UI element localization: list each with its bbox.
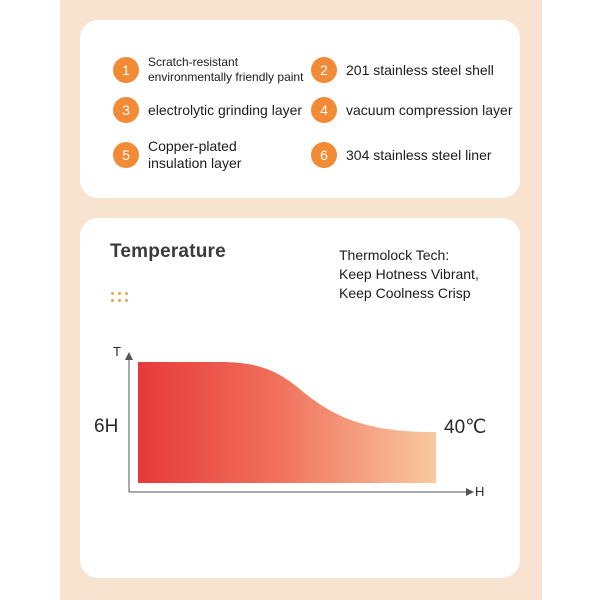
feature-label: Copper-plated insulation layer: [148, 138, 242, 171]
feature-number-badge: 6: [311, 142, 337, 168]
features-card: [80, 20, 520, 198]
feature-number-badge: 2: [311, 57, 337, 83]
feature-item-6: 6 304 stainless steel liner: [311, 142, 492, 168]
feature-number-badge: 3: [113, 97, 139, 123]
dot-grid-icon: [111, 292, 133, 306]
feature-number-badge: 5: [113, 142, 139, 168]
feature-label: 201 stainless steel shell: [346, 61, 494, 78]
feature-number-badge: 1: [113, 57, 139, 83]
y-axis-label: T: [113, 344, 121, 359]
feature-number-badge: 4: [311, 97, 337, 123]
y-axis-arrow: [125, 352, 133, 360]
x-axis-arrow: [466, 488, 474, 496]
feature-item-4: 4 vacuum compression layer: [311, 97, 513, 123]
thermolock-tagline: Thermolock Tech: Keep Hotness Vibrant, K…: [339, 247, 479, 301]
feature-label: vacuum compression layer: [346, 101, 513, 118]
temperature-title: Temperature: [110, 241, 226, 262]
feature-item-5: 5 Copper-plated insulation layer: [113, 138, 241, 172]
end-temperature-label: 40℃: [444, 417, 487, 438]
temperature-curve-area: [138, 362, 436, 483]
feature-item-2: 2 201 stainless steel shell: [311, 57, 494, 83]
feature-label: 304 stainless steel liner: [346, 146, 492, 163]
feature-label: Scratch-resistant environmentally friend…: [148, 55, 304, 84]
feature-label: electrolytic grinding layer: [148, 101, 303, 118]
feature-item-1: 1 Scratch-resistant environmentally frie…: [113, 55, 303, 85]
duration-label: 6H: [94, 416, 119, 437]
feature-item-3: 3 electrolytic grinding layer: [113, 97, 302, 123]
x-axis-label: H: [475, 484, 485, 499]
